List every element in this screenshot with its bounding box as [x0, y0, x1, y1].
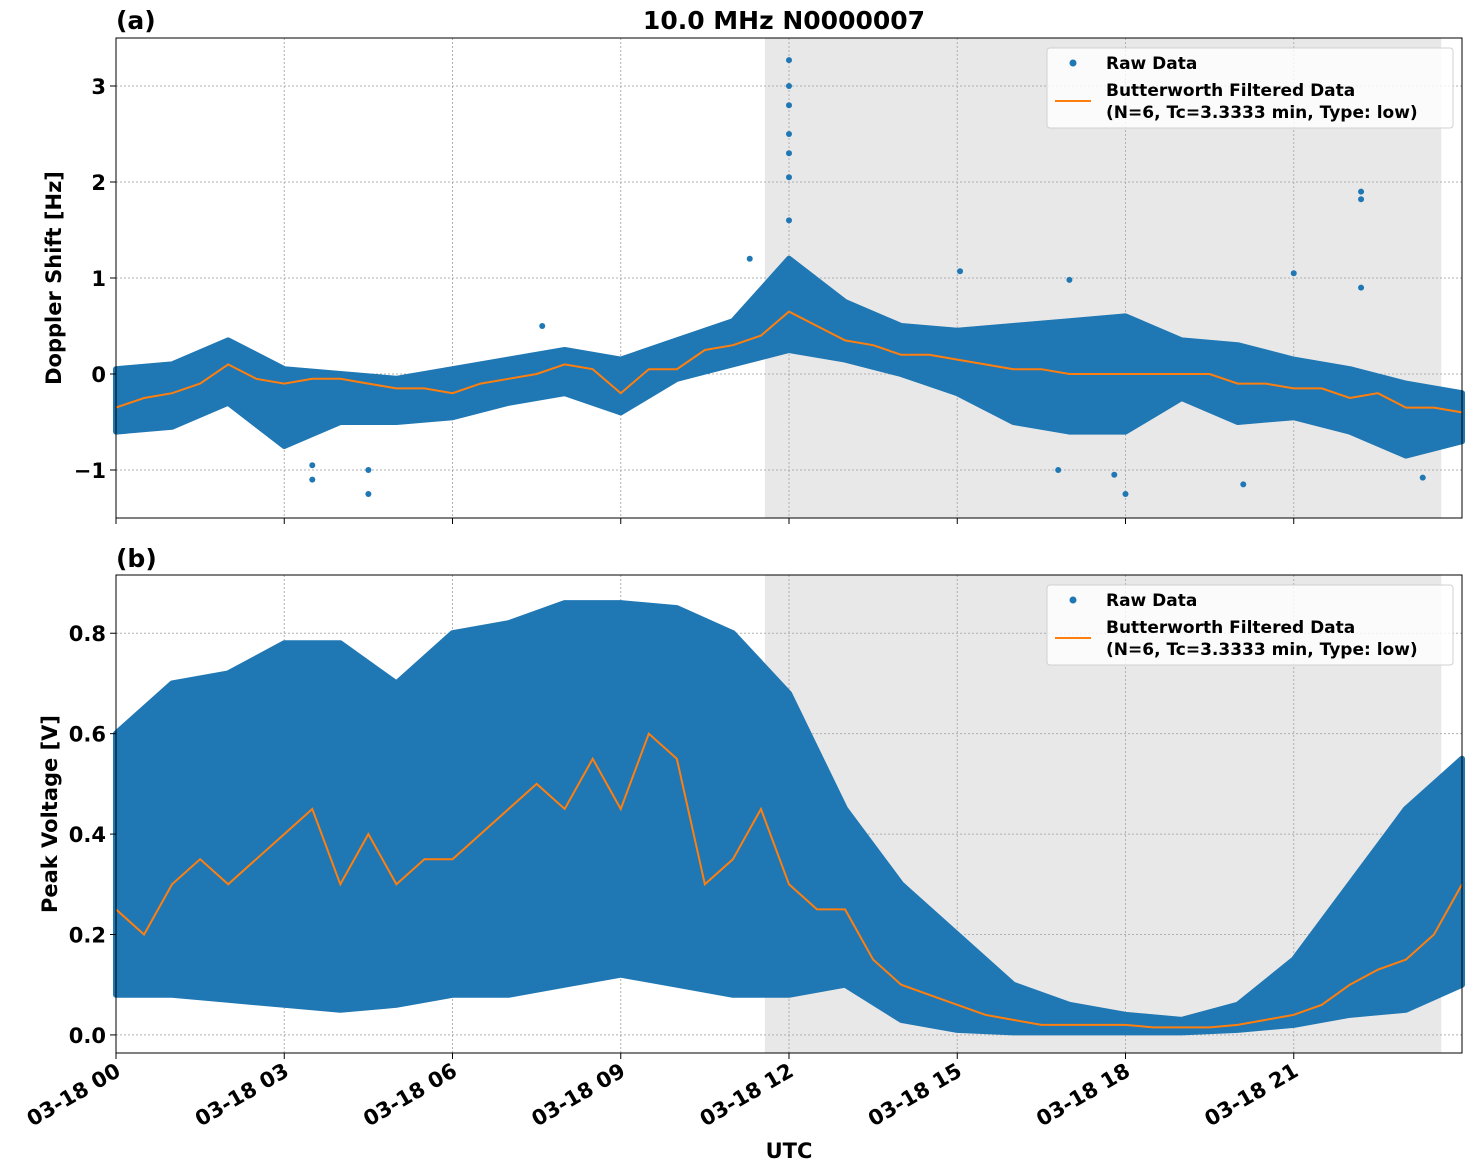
raw-data-point: [1358, 188, 1365, 195]
legend-label-filtered: Butterworth Filtered Data: [1106, 618, 1355, 638]
raw-data-point: [746, 255, 753, 262]
panel-label-b: (b): [116, 544, 157, 573]
raw-data-point: [786, 217, 792, 224]
raw-data-point: [1066, 276, 1073, 283]
filtered-data-line: [115, 310, 1463, 414]
legend: Raw Data Butterworth Filtered Data(N=6, T…: [1046, 47, 1454, 129]
raw-data-point: [1290, 270, 1297, 277]
legend-box: [1046, 584, 1454, 666]
raw-data-point: [786, 131, 792, 137]
y-tick-label: 0: [91, 363, 106, 387]
raw-data-point: [1240, 481, 1247, 488]
raw-data-point: [1111, 471, 1118, 478]
panel-a: −1 0 1 2 3 Raw Data Butterworth Filtered Data(…: [74, 37, 1465, 524]
panel-b: 0.0 0.2 0.4 0.6 0.8 03-18 00 03-18 03 03-18 06 0…: [23, 574, 1465, 1132]
x-tick-label: 03-18 06: [359, 1059, 461, 1132]
legend-label-filtered-params: (N=6, Tc=3.3333 min, Type: low): [1106, 640, 1418, 660]
legend-marker-raw: [1069, 596, 1077, 604]
filtered-data-line: [115, 731, 1463, 1029]
y-tick-label: 3: [91, 75, 106, 99]
raw-data-point: [309, 476, 316, 483]
x-tick-label: 03-18 15: [864, 1059, 966, 1132]
x-tick-label: 03-18 09: [527, 1059, 629, 1132]
raw-data-point: [957, 268, 964, 275]
legend-box: [1046, 47, 1454, 129]
y-tick-label: 0.0: [69, 1024, 106, 1048]
legend-label-raw: Raw Data: [1106, 54, 1197, 74]
raw-data-point: [786, 174, 792, 181]
legend-marker-raw: [1069, 59, 1077, 67]
raw-data-point: [365, 467, 372, 473]
legend-label-filtered-params: (N=6, Tc=3.3333 min, Type: low): [1106, 103, 1418, 123]
y-tick-label: 0.4: [69, 823, 106, 847]
y-tick-label: −1: [74, 459, 106, 483]
y-tick-label: 1: [91, 267, 106, 291]
raw-data-point: [539, 323, 546, 329]
raw-data-point: [309, 462, 316, 469]
legend: Raw Data Butterworth Filtered Data(N=6, T…: [1046, 584, 1454, 666]
x-axis-label: UTC: [766, 1139, 813, 1163]
legend-label-filtered: Butterworth Filtered Data: [1106, 81, 1355, 101]
raw-data-point: [786, 83, 792, 89]
y-tick-label: 0.6: [69, 723, 106, 747]
raw-data-point: [786, 102, 792, 109]
x-tick-label: 03-18 00: [23, 1059, 125, 1132]
raw-data-point: [1358, 196, 1365, 203]
raw-data-point: [786, 150, 792, 157]
x-tick-label: 03-18 03: [191, 1059, 293, 1132]
raw-data-point: [365, 491, 372, 497]
x-tick-label: 03-18 12: [696, 1059, 798, 1132]
panel-label-a: (a): [116, 6, 156, 35]
raw-data-point: [786, 57, 792, 64]
x-tick-label: 03-18 21: [1200, 1059, 1302, 1132]
y-axis-label-a: Doppler Shift [Hz]: [42, 171, 66, 385]
x-tick-label: 03-18 18: [1032, 1059, 1134, 1132]
legend-label-raw: Raw Data: [1106, 591, 1197, 611]
y-tick-label: 0.8: [69, 622, 106, 646]
raw-data-point: [1055, 467, 1062, 473]
raw-data-point: [1419, 474, 1426, 481]
chart-title: 10.0 MHz N0000007: [643, 6, 925, 35]
y-tick-label: 2: [91, 171, 106, 195]
y-tick-label: 0.2: [69, 924, 106, 948]
raw-data-point: [1358, 284, 1365, 291]
raw-data-point: [1122, 491, 1129, 497]
y-axis-label-b: Peak Voltage [V]: [38, 715, 62, 913]
